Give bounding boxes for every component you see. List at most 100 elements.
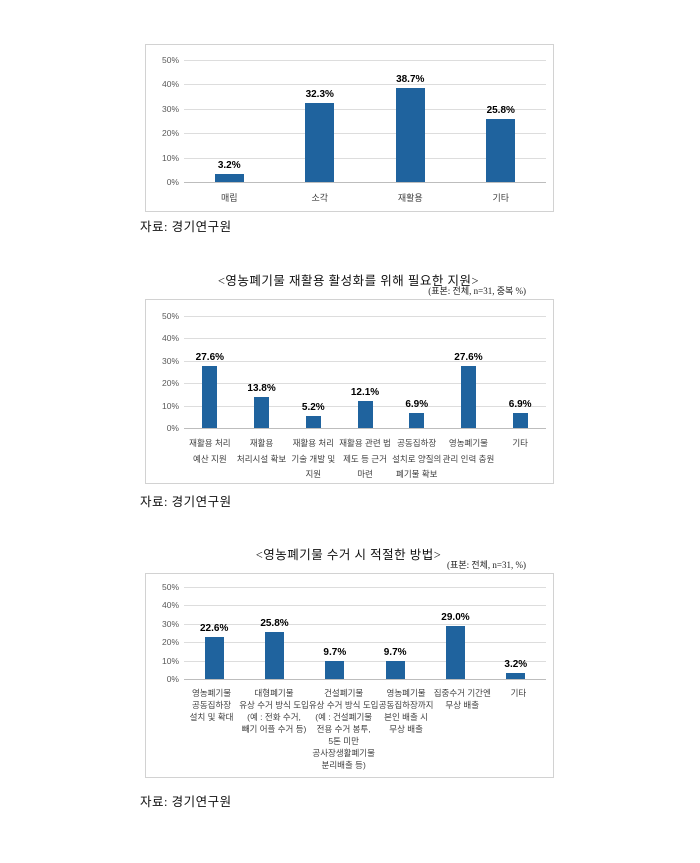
gridline [184, 133, 546, 135]
bar [512, 412, 528, 428]
bar [204, 637, 224, 679]
category-label: 기타 [456, 191, 547, 205]
category-label-line: 무상 배출 [445, 700, 480, 710]
value-label: 9.7% [323, 647, 347, 659]
chart-subtitle-recycling-support: (표본: 전체, n=31, 중복 %) [428, 286, 526, 296]
y-tick-label: 50% [161, 55, 179, 65]
source-note: 자료: 경기연구원 [140, 220, 232, 234]
category-label-line: 무상 배출 [389, 724, 423, 734]
bar [409, 412, 425, 428]
gridline [184, 605, 546, 607]
bar-slot: 6.9% [494, 300, 546, 428]
category-label: 영농폐기물 공동집하장 설치 및 확대 [184, 687, 239, 771]
bars-area: 3.2% 32.3% 38.7% 25.8% [184, 45, 546, 182]
category-label-line: 기술 개발 및 [291, 453, 336, 464]
gridline [184, 316, 546, 317]
bar-slot: 13.8% [236, 300, 288, 428]
value-label: 12.1% [350, 386, 380, 398]
category-label-line: 영농폐기물 [192, 688, 232, 698]
bar [202, 366, 218, 428]
bar-slot: 25.8% [244, 574, 304, 679]
category-label: 매립 [184, 191, 275, 205]
y-tick-label: 10% [161, 400, 179, 411]
category-label-line: 재활용 [397, 193, 423, 203]
y-tick-label: 10% [161, 152, 179, 163]
bar [214, 174, 244, 182]
category-label: 기타 [494, 436, 546, 483]
bar-slot: 32.3% [275, 45, 366, 182]
bar-slot: 22.6% [184, 574, 244, 679]
bar-slot: 5.2% [287, 300, 339, 428]
category-label-line: 처리시설 확보 [236, 453, 287, 464]
category-label: 재활용 처리 기술 개발 및 지원 [287, 436, 339, 483]
category-label-line: 본인 배출 시 [384, 712, 428, 722]
category-label-line: (예 : 건설폐기물 [315, 712, 373, 722]
category-label: 대형폐기물 유상 수거 방식 도입 (예 : 전화 수거, 빼기 어플 수거 등) [239, 687, 309, 771]
bar-slot: 25.8% [456, 45, 547, 182]
category-label-line: 유상 수거 방식 도입 [308, 700, 379, 710]
category-label-line: 영농폐기물 [448, 438, 488, 448]
value-label: 29.0% [441, 611, 470, 623]
category-label-line: 지원 [305, 469, 322, 479]
value-label: 9.7% [383, 647, 407, 659]
bar [506, 673, 526, 679]
y-tick-label: 20% [161, 637, 179, 648]
bar [264, 631, 284, 679]
bar [395, 87, 425, 182]
category-label-line: (예 : 전화 수거, [247, 712, 301, 722]
y-tick-label: 0% [166, 674, 179, 684]
category-label-line: 소각 [311, 193, 329, 203]
category-label-line: 건설폐기물 [324, 688, 364, 698]
value-label: 32.3% [305, 89, 334, 101]
bar [357, 400, 373, 428]
y-tick-label: 30% [161, 355, 179, 366]
value-label: 22.6% [199, 623, 229, 635]
category-label-line: 마련 [357, 469, 373, 479]
category-label-line: 공동집하장까지 [378, 700, 434, 710]
category-label-line: 설치로 양질의 [392, 453, 442, 464]
category-label-line: 집중수거 기간엔 [433, 688, 491, 698]
category-axis: 매립 소각 재활용 기타 [184, 191, 546, 205]
category-label: 건설폐기물 유상 수거 방식 도입 (예 : 건설폐기물 전용 수거 봉투, 5톤 미만… [309, 687, 379, 771]
bars-area: 27.6% 13.8% 5.2% 12.1% 6.9% 27.6% 6.9% [184, 300, 546, 428]
bar-slot: 9.7% [305, 574, 365, 679]
y-tick-label: 30% [161, 618, 179, 629]
value-label: 6.9% [508, 398, 532, 410]
bar-slot: 6.9% [391, 300, 443, 428]
value-label: 25.8% [486, 105, 515, 117]
gridline [184, 60, 546, 61]
category-axis: 재활용 처리 예산 지원 재활용 처리시설 확보 재활용 처리 기술 개발 및 지원 재활용 … [184, 436, 546, 483]
bar [460, 366, 476, 428]
x-axis-line [184, 679, 546, 680]
y-tick-label: 40% [161, 600, 179, 611]
y-tick-label: 30% [161, 103, 179, 114]
category-label: 소각 [275, 191, 366, 205]
category-label: 재활용 관련 법 제도 등 근거 마련 [339, 436, 391, 483]
category-label-line: 재활용 처리 [189, 438, 231, 448]
category-label: 재활용 [365, 191, 456, 205]
bars-area: 22.6% 25.8% 9.7% 9.7% 29.0% 3.2% [184, 574, 546, 679]
category-label-line: 공사장생활폐기물 [312, 748, 375, 758]
category-label: 공동집하장 설치로 양질의 폐기물 확보 [391, 436, 443, 483]
bar-slot: 29.0% [425, 574, 485, 679]
bar [305, 103, 335, 182]
gridline [184, 587, 546, 588]
bar [486, 119, 516, 182]
category-label-line: 매립 [220, 193, 238, 203]
gridline [184, 360, 546, 362]
gridline [184, 383, 546, 385]
gridline [184, 660, 546, 662]
category-label-line: 예산 지원 [193, 453, 227, 464]
value-label: 5.2% [301, 402, 325, 414]
category-axis: 영농폐기물 공동집하장 설치 및 확대 대형폐기물 유상 수거 방식 도입 (예 : 전화… [184, 687, 546, 771]
category-label-line: 유상 수거 방식 도입 [239, 700, 309, 710]
category-label-line: 영농폐기물 [386, 688, 426, 698]
bar [385, 661, 405, 679]
bar [325, 661, 345, 679]
bar-slot: 3.2% [486, 574, 546, 679]
value-label: 27.6% [454, 352, 483, 364]
chart-title-recycling-support: <영농폐기물 재활용 활성화를 위해 필요한 지원> [217, 274, 480, 288]
